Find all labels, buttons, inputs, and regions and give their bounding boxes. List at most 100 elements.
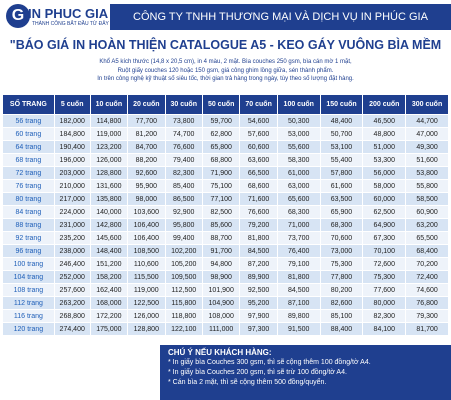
price-cell: 105,200 xyxy=(164,257,203,271)
price-cell: 46,500 xyxy=(362,114,407,128)
price-cell: 76,600 xyxy=(239,205,278,219)
price-cell: 77,800 xyxy=(319,270,364,284)
price-cell: 151,200 xyxy=(89,257,129,271)
price-cell: 172,200 xyxy=(89,309,129,323)
price-cell: 68,300 xyxy=(276,205,321,219)
column-header: 300 cuốn xyxy=(405,94,449,115)
price-cell: 126,000 xyxy=(89,153,129,167)
price-cell: 118,800 xyxy=(164,309,203,323)
price-cell: 56,000 xyxy=(362,166,407,180)
price-cell: 268,800 xyxy=(53,309,91,323)
price-cell: 106,400 xyxy=(127,218,166,232)
price-cell: 53,000 xyxy=(276,127,321,141)
price-cell: 119,000 xyxy=(127,283,166,297)
price-cell: 53,100 xyxy=(319,140,364,154)
price-cell: 88,700 xyxy=(201,231,241,245)
price-table: SỐ TRANG 5 cuốn 10 cuốn 20 cuốn 30 cuốn 50 cu… xyxy=(2,94,449,336)
footer-line: * Cán bìa 2 mặt, thì sẽ cộng thêm 500 đồ… xyxy=(168,379,327,386)
price-cell: 84,500 xyxy=(239,244,278,258)
price-cell: 210,000 xyxy=(53,179,91,193)
price-cell: 59,700 xyxy=(201,114,241,128)
price-cell: 97,300 xyxy=(239,322,278,336)
logo: G IN PHUC GIA THÀNH CÔNG BẮT ĐẦU TỪ ĐÂY xyxy=(6,4,109,30)
price-cell: 70,600 xyxy=(319,231,364,245)
price-cell: 81,200 xyxy=(127,127,166,141)
page-count: 72 trang xyxy=(2,166,55,180)
price-cell: 57,600 xyxy=(239,127,278,141)
price-cell: 75,300 xyxy=(319,257,364,271)
table-row: 116 trang 268,800 172,200 126,000 118,800 108… xyxy=(2,309,449,323)
table-row: 120 trang 274,400 175,000 128,800 122,100 111… xyxy=(2,322,449,336)
table-row: 96 trang 238,000 148,400 108,500 102,200 91,7… xyxy=(2,244,449,258)
note-line: Ruột giấy couches 120 hoặc 150 gsm, giá … xyxy=(117,67,334,74)
price-cell: 74,700 xyxy=(164,127,203,141)
price-cell: 84,500 xyxy=(276,283,321,297)
price-cell: 65,600 xyxy=(276,192,321,206)
price-cell: 48,400 xyxy=(319,114,364,128)
price-cell: 91,500 xyxy=(276,322,321,336)
price-cell: 71,000 xyxy=(276,218,321,232)
price-cell: 92,900 xyxy=(164,205,203,219)
price-cell: 71,600 xyxy=(239,192,278,206)
price-cell: 142,800 xyxy=(89,218,129,232)
price-cell: 217,000 xyxy=(53,192,91,206)
price-cell: 111,000 xyxy=(201,322,241,336)
price-cell: 91,700 xyxy=(201,244,241,258)
price-cell: 61,600 xyxy=(319,179,364,193)
price-cell: 64,900 xyxy=(362,218,407,232)
price-cell: 89,900 xyxy=(239,270,278,284)
header: G IN PHUC GIA THÀNH CÔNG BẮT ĐẦU TỪ ĐÂY … xyxy=(0,0,451,34)
price-cell: 88,400 xyxy=(319,322,364,336)
price-cell: 73,000 xyxy=(319,244,364,258)
logo-slogan: THÀNH CÔNG BẮT ĐẦU TỪ ĐÂY xyxy=(32,21,109,27)
page-count: 84 trang xyxy=(2,205,55,219)
price-cell: 103,600 xyxy=(127,205,166,219)
price-cell: 140,000 xyxy=(89,205,129,219)
price-cell: 252,000 xyxy=(53,270,91,284)
price-cell: 84,100 xyxy=(362,322,407,336)
note-line: In trên công nghệ kỹ thuật số siêu tốc, … xyxy=(97,76,354,82)
price-cell: 95,800 xyxy=(164,218,203,232)
price-cell: 47,000 xyxy=(405,127,449,141)
price-cell: 57,800 xyxy=(319,166,364,180)
price-cell: 80,200 xyxy=(319,283,364,297)
price-cell: 65,500 xyxy=(405,231,449,245)
price-cell: 50,700 xyxy=(319,127,364,141)
price-cell: 63,000 xyxy=(276,179,321,193)
price-cell: 79,400 xyxy=(164,153,203,167)
table-row: 108 trang 257,600 162,400 119,000 112,500 101… xyxy=(2,283,449,297)
price-cell: 65,800 xyxy=(201,140,241,154)
price-cell: 274,400 xyxy=(53,322,91,336)
price-cell: 80,000 xyxy=(362,296,407,310)
table-row: 100 trang 246,400 151,200 110,600 105,200 94,… xyxy=(2,257,449,271)
price-cell: 67,300 xyxy=(362,231,407,245)
price-cell: 51,000 xyxy=(362,140,407,154)
price-cell: 95,900 xyxy=(127,179,166,193)
footer-heading: CHÚ Ý NẾU KHÁCH HÀNG: xyxy=(168,348,272,357)
price-cell: 58,300 xyxy=(276,153,321,167)
price-cell: 115,500 xyxy=(127,270,166,284)
price-cell: 76,600 xyxy=(164,140,203,154)
price-cell: 108,500 xyxy=(127,244,166,258)
column-header: SỐ TRANG xyxy=(2,94,55,115)
price-cell: 196,000 xyxy=(53,153,91,167)
price-cell: 63,500 xyxy=(319,192,364,206)
logo-name: IN PHUC GIA xyxy=(28,6,109,21)
price-cell: 112,500 xyxy=(164,283,203,297)
price-cell: 81,800 xyxy=(276,270,321,284)
price-cell: 77,600 xyxy=(362,283,407,297)
table-row: 68 trang 196,000 126,000 88,200 79,400 68,800… xyxy=(2,153,449,167)
table-row: 56 trang 182,000 114,800 77,700 73,800 59,700… xyxy=(2,114,449,128)
title: "BÁO GIÁ IN HOÀN THIỆN CATALOGUE A5 - KE… xyxy=(9,38,442,52)
table-row: 76 trang 210,000 131,600 95,900 85,400 75,100… xyxy=(2,179,449,193)
price-cell: 108,000 xyxy=(201,309,241,323)
footer-line: * In giấy bìa Couches 300 gsm, thì sẽ cộ… xyxy=(168,359,371,366)
page-count: 80 trang xyxy=(2,192,55,206)
price-cell: 75,300 xyxy=(362,270,407,284)
price-cell: 122,500 xyxy=(127,296,166,310)
price-cell: 82,600 xyxy=(319,296,364,310)
price-cell: 81,700 xyxy=(405,322,449,336)
price-cell: 158,200 xyxy=(89,270,129,284)
price-cell: 184,800 xyxy=(53,127,91,141)
